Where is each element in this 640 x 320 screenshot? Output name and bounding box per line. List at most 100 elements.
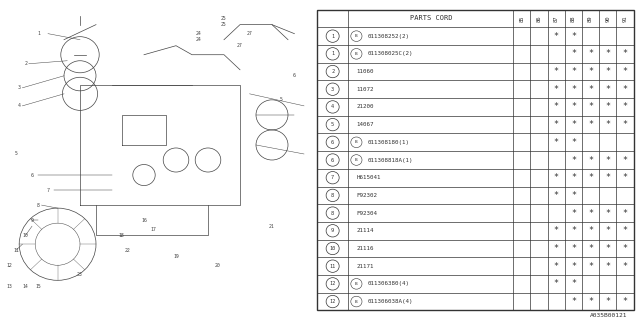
Text: 7: 7 <box>331 175 334 180</box>
Text: *: * <box>588 102 593 111</box>
Text: 91: 91 <box>623 15 627 22</box>
Text: *: * <box>554 191 559 200</box>
Text: 9: 9 <box>31 218 33 223</box>
Text: 27: 27 <box>237 43 243 48</box>
Text: 17: 17 <box>151 227 156 232</box>
Text: 21114: 21114 <box>356 228 374 233</box>
Text: 19: 19 <box>173 254 179 259</box>
Text: 9: 9 <box>331 228 334 233</box>
Text: 7: 7 <box>47 188 49 193</box>
Text: 4: 4 <box>18 103 20 108</box>
Text: 011306038A(4): 011306038A(4) <box>367 299 413 304</box>
Text: A035B00121: A035B00121 <box>590 313 627 318</box>
Text: 8: 8 <box>331 211 334 216</box>
Text: 5: 5 <box>15 151 17 156</box>
Text: 1: 1 <box>331 51 334 56</box>
Text: 89: 89 <box>588 15 593 22</box>
Text: PARTS CORD: PARTS CORD <box>410 15 452 21</box>
Text: 90: 90 <box>605 15 611 22</box>
Text: *: * <box>588 120 593 129</box>
Text: F92302: F92302 <box>356 193 378 198</box>
Text: 6: 6 <box>331 157 334 163</box>
Text: *: * <box>554 262 559 271</box>
Text: *: * <box>623 209 627 218</box>
Text: B: B <box>355 52 358 56</box>
Text: 3: 3 <box>18 85 20 90</box>
Text: 6: 6 <box>331 140 334 145</box>
Text: *: * <box>571 49 576 58</box>
Text: *: * <box>605 49 611 58</box>
Text: 12: 12 <box>330 281 336 286</box>
Text: *: * <box>623 297 627 306</box>
Text: *: * <box>605 209 611 218</box>
Text: 16: 16 <box>141 218 147 223</box>
Text: 4: 4 <box>331 104 334 109</box>
Text: B: B <box>355 140 358 144</box>
Text: 8: 8 <box>37 203 40 208</box>
Text: *: * <box>623 85 627 94</box>
Text: 10: 10 <box>23 233 28 238</box>
Text: 25: 25 <box>221 22 227 27</box>
Text: 24: 24 <box>196 37 201 42</box>
Text: *: * <box>554 279 559 288</box>
Text: 12: 12 <box>7 263 12 268</box>
Text: *: * <box>605 226 611 235</box>
Text: *: * <box>623 226 627 235</box>
Text: *: * <box>554 67 559 76</box>
Text: 12: 12 <box>330 299 336 304</box>
Text: 13: 13 <box>7 284 12 289</box>
Text: 21200: 21200 <box>356 104 374 109</box>
Text: 14067: 14067 <box>356 122 374 127</box>
Text: *: * <box>588 226 593 235</box>
Text: *: * <box>605 85 611 94</box>
Text: 011308252(2): 011308252(2) <box>367 34 410 39</box>
Text: *: * <box>605 67 611 76</box>
Text: *: * <box>588 67 593 76</box>
Text: *: * <box>605 244 611 253</box>
Text: *: * <box>571 67 576 76</box>
Text: *: * <box>571 209 576 218</box>
Text: *: * <box>605 173 611 182</box>
Text: 5: 5 <box>280 97 283 102</box>
Text: *: * <box>623 262 627 271</box>
Text: *: * <box>571 85 576 94</box>
Text: *: * <box>588 49 593 58</box>
Text: F92304: F92304 <box>356 211 378 216</box>
Text: 11072: 11072 <box>356 87 374 92</box>
Text: B: B <box>355 300 358 304</box>
Text: 1: 1 <box>331 34 334 39</box>
Text: *: * <box>571 120 576 129</box>
Text: *: * <box>623 156 627 164</box>
Text: B: B <box>355 34 358 38</box>
Text: 21116: 21116 <box>356 246 374 251</box>
Text: *: * <box>623 120 627 129</box>
Text: *: * <box>605 262 611 271</box>
Text: B: B <box>355 158 358 162</box>
Text: 24: 24 <box>196 31 201 36</box>
Text: 5: 5 <box>331 122 334 127</box>
Text: *: * <box>623 67 627 76</box>
Text: 21: 21 <box>269 224 275 229</box>
Text: 8: 8 <box>331 193 334 198</box>
Text: *: * <box>571 32 576 41</box>
Text: *: * <box>588 262 593 271</box>
Text: *: * <box>571 279 576 288</box>
Text: 11: 11 <box>330 264 336 269</box>
Text: *: * <box>588 156 593 164</box>
Text: 20: 20 <box>215 263 220 268</box>
Text: *: * <box>571 297 576 306</box>
Text: 011306380(4): 011306380(4) <box>367 281 410 286</box>
Text: *: * <box>571 191 576 200</box>
Text: *: * <box>605 120 611 129</box>
Text: *: * <box>571 173 576 182</box>
Text: H615041: H615041 <box>356 175 381 180</box>
Text: *: * <box>571 102 576 111</box>
Text: 21171: 21171 <box>356 264 374 269</box>
Text: 011308818A(1): 011308818A(1) <box>367 157 413 163</box>
Text: *: * <box>623 102 627 111</box>
Text: 011308025C(2): 011308025C(2) <box>367 51 413 56</box>
Text: 2: 2 <box>24 61 27 66</box>
Text: 88: 88 <box>571 15 576 22</box>
Text: *: * <box>623 173 627 182</box>
Text: *: * <box>554 102 559 111</box>
